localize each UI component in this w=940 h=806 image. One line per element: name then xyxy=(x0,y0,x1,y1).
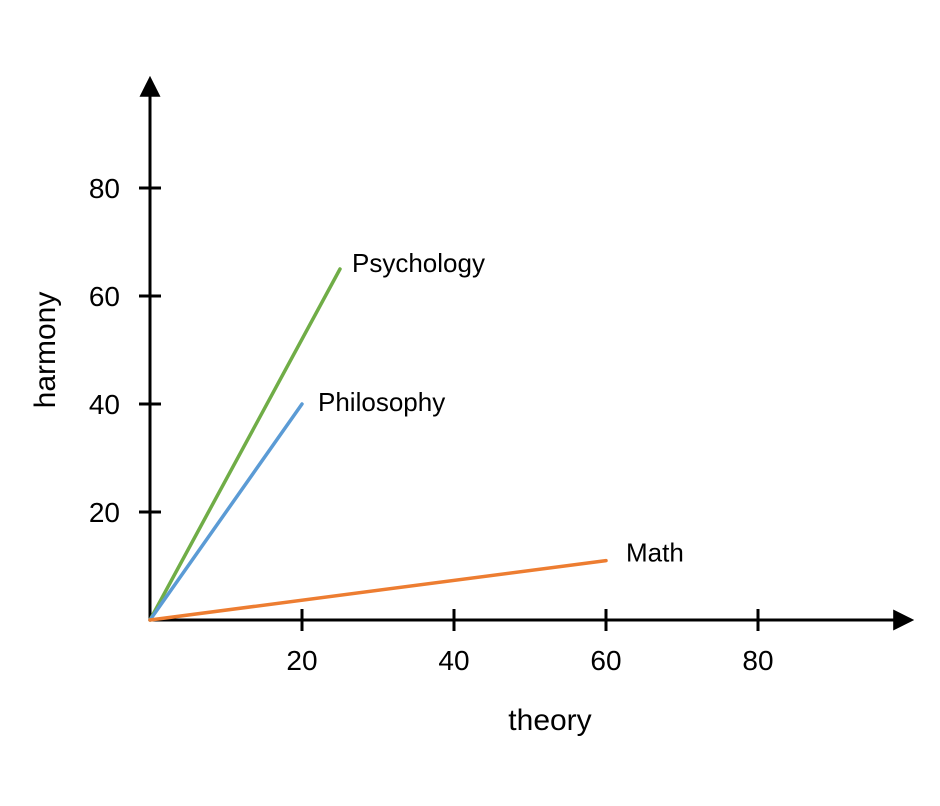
y-tick-label: 80 xyxy=(89,173,120,204)
line-chart: 20 40 60 80 20 40 60 80 theory harmony Psychology P… xyxy=(0,0,940,806)
series-line-philosophy xyxy=(150,404,302,620)
y-tick-label: 20 xyxy=(89,497,120,528)
x-tick-label: 60 xyxy=(590,645,621,676)
y-tick-label: 40 xyxy=(89,389,120,420)
series-label-philosophy: Philosophy xyxy=(318,387,445,417)
y-axis-label: harmony xyxy=(29,292,62,409)
series-line-psychology xyxy=(150,269,340,620)
x-tick-label: 20 xyxy=(286,645,317,676)
x-axis-label: theory xyxy=(508,704,591,737)
series-label-psychology: Psychology xyxy=(352,248,485,278)
x-tick-label: 40 xyxy=(438,645,469,676)
series-line-math xyxy=(150,561,606,620)
y-tick-label: 60 xyxy=(89,281,120,312)
x-tick-label: 80 xyxy=(742,645,773,676)
series-label-math: Math xyxy=(626,537,684,567)
